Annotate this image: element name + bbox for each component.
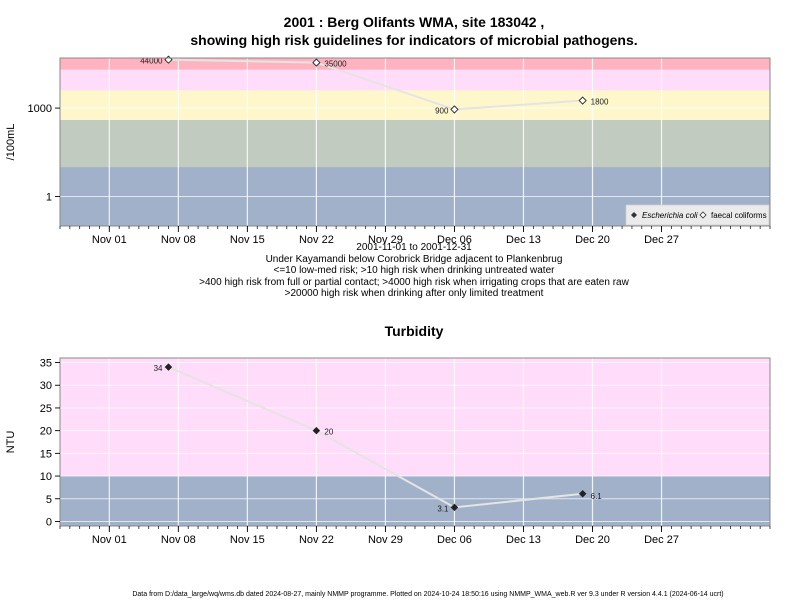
x-tick-label: Nov 01 bbox=[92, 534, 127, 546]
data-point-marker bbox=[578, 96, 587, 105]
x-tick-label: Nov 29 bbox=[368, 534, 403, 546]
risk-band-3 bbox=[60, 69, 770, 91]
x-tick-label: Dec 13 bbox=[506, 234, 541, 246]
x-tick-label: Dec 20 bbox=[575, 234, 610, 246]
chart2-title: Turbidity bbox=[385, 323, 444, 339]
risk-band-2 bbox=[60, 90, 770, 120]
risk-band-1 bbox=[60, 358, 770, 477]
data-point-marker bbox=[450, 503, 459, 512]
y-tick-label: 1 bbox=[46, 192, 52, 204]
chart1-x-axis: Nov 01 Nov 08 Nov 15 Nov 22 Nov 29 Dec 06 Dec … bbox=[59, 226, 771, 246]
x-tick-label: Dec 06 bbox=[437, 234, 472, 246]
chart1-title-line1: 2001 : Berg Olifants WMA, site 183042 , bbox=[284, 14, 545, 30]
chart2-y-axis: 0 5 10 15 20 25 30 35 bbox=[40, 358, 60, 528]
chart1-y-axis: 1 1000 bbox=[28, 103, 60, 204]
data-point-marker bbox=[578, 489, 587, 498]
y-tick-label: 10 bbox=[40, 471, 52, 483]
x-tick-label: Nov 22 bbox=[299, 234, 334, 246]
legend-faecal-label: faecal coliforms bbox=[711, 211, 767, 220]
x-tick-label: Nov 29 bbox=[368, 234, 403, 246]
x-tick-label: Nov 22 bbox=[299, 534, 334, 546]
series-line-0 bbox=[168, 366, 583, 509]
x-tick-label: Nov 08 bbox=[161, 234, 196, 246]
legend-open-diamond-icon bbox=[699, 211, 707, 219]
caption-guideline-1: <=10 low-med risk; >10 high risk when dr… bbox=[274, 265, 556, 276]
data-point-label: 44000 bbox=[140, 57, 163, 66]
chart1-legend: Escherichia coli faecal coliforms bbox=[625, 204, 770, 226]
data-point-label: 35000 bbox=[324, 60, 347, 69]
chart2-series-lines bbox=[168, 366, 583, 509]
series-line-1 bbox=[168, 58, 583, 111]
chart1-title-line2: showing high risk guidelines for indicat… bbox=[190, 32, 637, 48]
data-point-marker bbox=[164, 363, 173, 371]
y-tick-label: 5 bbox=[46, 494, 52, 506]
chart1-series-lines bbox=[168, 58, 583, 111]
data-point-label: 6.1 bbox=[591, 492, 603, 501]
chart1-gridlines bbox=[60, 58, 770, 226]
data-point-marker bbox=[312, 426, 321, 435]
x-tick-label: Dec 13 bbox=[506, 534, 541, 546]
data-point-label: 20 bbox=[324, 428, 333, 437]
x-tick-label: Nov 08 bbox=[161, 534, 196, 546]
x-tick-label: Dec 27 bbox=[644, 534, 679, 546]
x-tick-label: Nov 15 bbox=[230, 234, 265, 246]
y-tick-label: 0 bbox=[46, 516, 52, 528]
data-point-label: 1800 bbox=[591, 98, 609, 107]
caption-site: Under Kayamandi below Corobrick Bridge a… bbox=[266, 254, 563, 265]
chart2-x-axis: Nov 01 Nov 08 Nov 15 Nov 22 Nov 29 Dec 06 Dec … bbox=[59, 526, 771, 546]
caption-date-range: 2001-11-01 to 2001-12-31 bbox=[356, 242, 472, 253]
legend-filled-diamond-icon bbox=[631, 212, 637, 218]
chart2-risk-bands bbox=[60, 358, 770, 526]
footer-note: Data from D:/data_large/wq/wms.db dated … bbox=[132, 591, 723, 598]
risk-band-0 bbox=[60, 476, 770, 526]
caption-guideline-2: >400 high risk from full or partial cont… bbox=[199, 277, 629, 288]
data-point-label: 34 bbox=[154, 364, 163, 373]
caption-guideline-3: >20000 high risk when drinking after onl… bbox=[285, 288, 544, 299]
data-point-label: 900 bbox=[435, 106, 449, 115]
x-tick-label: Nov 01 bbox=[92, 234, 127, 246]
chart2-y-axis-label: NTU bbox=[5, 431, 17, 454]
legend-ecoli-label: Escherichia coli bbox=[642, 211, 698, 220]
y-tick-label: 1000 bbox=[28, 103, 52, 115]
y-tick-label: 35 bbox=[40, 358, 52, 370]
x-tick-label: Dec 06 bbox=[437, 534, 472, 546]
data-point-marker bbox=[450, 105, 459, 114]
chart2-gridlines bbox=[60, 358, 770, 526]
data-point-label: 3.1 bbox=[437, 504, 449, 513]
risk-band-4 bbox=[60, 58, 770, 70]
chart2-points: 34 20 3.1 6.1 bbox=[154, 363, 603, 513]
y-tick-label: 30 bbox=[40, 380, 52, 392]
data-point-marker bbox=[312, 58, 321, 67]
y-tick-label: 15 bbox=[40, 448, 52, 460]
x-tick-label: Dec 20 bbox=[575, 534, 610, 546]
chart1-risk-bands bbox=[60, 58, 770, 226]
x-tick-label: Nov 15 bbox=[230, 534, 265, 546]
chart1-y-axis-label: /100mL bbox=[5, 124, 17, 161]
y-tick-label: 20 bbox=[40, 426, 52, 438]
y-tick-label: 25 bbox=[40, 403, 52, 415]
risk-band-1 bbox=[60, 119, 770, 168]
x-tick-label: Dec 27 bbox=[644, 234, 679, 246]
